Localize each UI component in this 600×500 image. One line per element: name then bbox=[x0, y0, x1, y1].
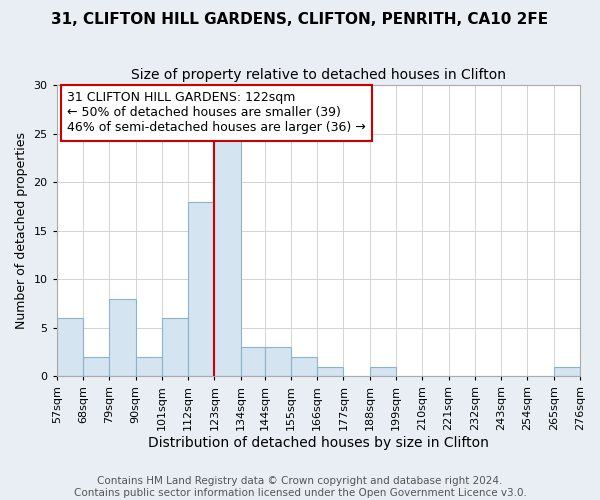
Bar bbox=[370, 366, 396, 376]
Bar bbox=[291, 357, 317, 376]
Text: Contains HM Land Registry data © Crown copyright and database right 2024.
Contai: Contains HM Land Registry data © Crown c… bbox=[74, 476, 526, 498]
Title: Size of property relative to detached houses in Clifton: Size of property relative to detached ho… bbox=[131, 68, 506, 82]
Bar bbox=[554, 366, 580, 376]
Bar bbox=[317, 366, 343, 376]
Bar bbox=[214, 134, 241, 376]
Bar bbox=[83, 357, 109, 376]
Bar bbox=[162, 318, 188, 376]
Text: 31 CLIFTON HILL GARDENS: 122sqm
← 50% of detached houses are smaller (39)
46% of: 31 CLIFTON HILL GARDENS: 122sqm ← 50% of… bbox=[67, 92, 366, 134]
Y-axis label: Number of detached properties: Number of detached properties bbox=[15, 132, 28, 330]
Text: 31, CLIFTON HILL GARDENS, CLIFTON, PENRITH, CA10 2FE: 31, CLIFTON HILL GARDENS, CLIFTON, PENRI… bbox=[52, 12, 548, 28]
Bar bbox=[57, 318, 83, 376]
Bar bbox=[136, 357, 162, 376]
Bar bbox=[109, 299, 136, 376]
X-axis label: Distribution of detached houses by size in Clifton: Distribution of detached houses by size … bbox=[148, 436, 489, 450]
Bar bbox=[265, 348, 291, 376]
Bar bbox=[241, 348, 265, 376]
Bar bbox=[188, 202, 214, 376]
